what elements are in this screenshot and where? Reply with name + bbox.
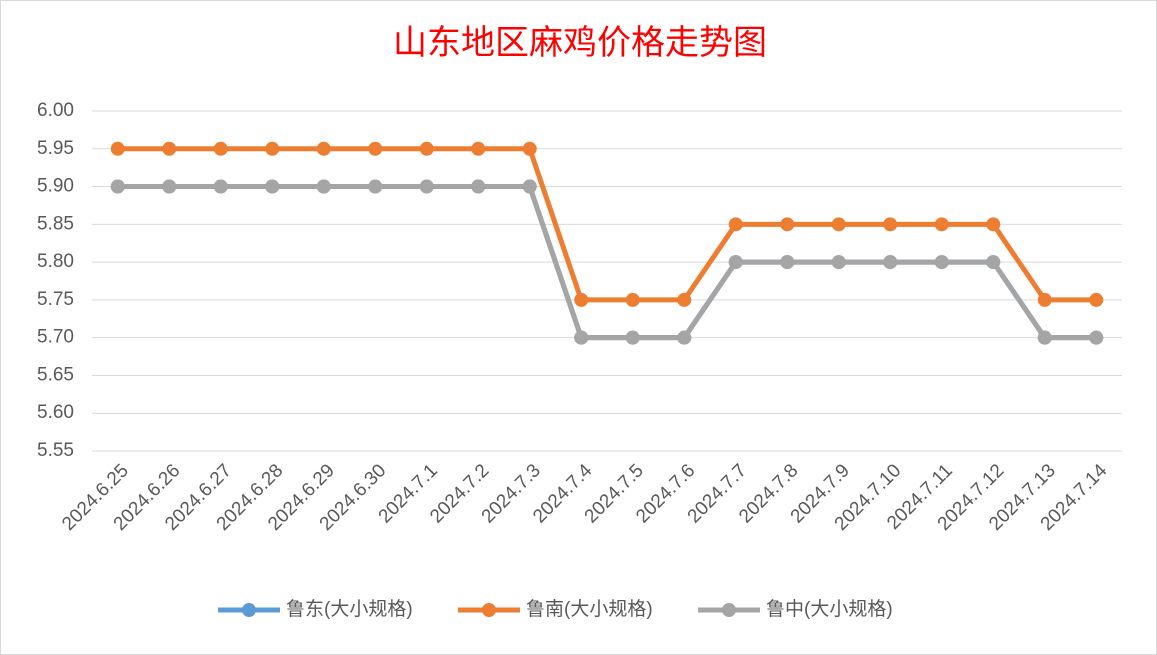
data-point — [1037, 292, 1052, 307]
y-tick-label: 5.95 — [37, 138, 74, 159]
data-point — [316, 179, 331, 194]
data-point — [316, 141, 331, 156]
data-point — [625, 330, 640, 345]
y-tick-label: 5.70 — [37, 327, 74, 348]
data-point — [1089, 330, 1104, 345]
data-point — [162, 141, 177, 156]
data-point — [780, 255, 795, 270]
data-point — [419, 179, 434, 194]
legend-marker — [482, 603, 496, 617]
data-point — [1089, 292, 1104, 307]
y-tick-label: 5.80 — [37, 251, 74, 272]
data-point — [934, 255, 949, 270]
series-line — [117, 184, 1097, 341]
data-point — [368, 141, 383, 156]
data-point — [883, 255, 898, 270]
data-point — [522, 141, 537, 156]
data-point — [110, 141, 125, 156]
data-point — [162, 179, 177, 194]
data-point — [934, 217, 949, 232]
data-point — [780, 217, 795, 232]
legend-label: 鲁东(大小规格) — [286, 598, 413, 620]
data-point — [831, 255, 846, 270]
data-point — [419, 141, 434, 156]
data-point — [522, 179, 537, 194]
legend-marker — [722, 603, 736, 617]
data-point — [677, 330, 692, 345]
data-point — [574, 330, 589, 345]
data-point — [265, 141, 280, 156]
data-point — [831, 217, 846, 232]
series-line — [117, 146, 1097, 303]
data-point — [625, 292, 640, 307]
data-point — [471, 141, 486, 156]
data-point — [883, 217, 898, 232]
data-point — [986, 255, 1001, 270]
data-point — [986, 217, 1001, 232]
data-point — [677, 292, 692, 307]
y-tick-label: 5.75 — [37, 289, 74, 310]
chart-title: 山东地区麻鸡价格走势图 — [393, 24, 767, 62]
y-tick-label: 5.55 — [37, 440, 74, 461]
data-point — [213, 179, 228, 194]
data-point — [1037, 330, 1052, 345]
data-point — [265, 179, 280, 194]
y-tick-label: 5.65 — [37, 364, 74, 385]
legend-label: 鲁中(大小规格) — [766, 598, 893, 620]
data-point — [110, 179, 125, 194]
legend-label: 鲁南(大小规格) — [526, 598, 653, 620]
y-tick-label: 6.00 — [37, 100, 74, 121]
data-point — [471, 179, 486, 194]
y-tick-label: 5.90 — [37, 176, 74, 197]
data-point — [574, 292, 589, 307]
data-point — [368, 179, 383, 194]
data-point — [213, 141, 228, 156]
data-point — [728, 255, 743, 270]
y-tick-label: 5.60 — [37, 402, 74, 423]
legend-marker — [242, 603, 256, 617]
y-tick-label: 5.85 — [37, 213, 74, 234]
data-point — [728, 217, 743, 232]
